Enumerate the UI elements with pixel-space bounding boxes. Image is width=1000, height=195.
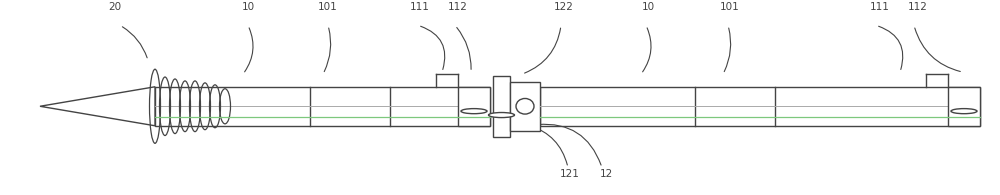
Bar <box>493 76 510 136</box>
Text: 12: 12 <box>599 169 613 179</box>
Text: 122: 122 <box>554 2 574 12</box>
Circle shape <box>489 113 514 118</box>
Text: 101: 101 <box>318 2 338 12</box>
Text: 112: 112 <box>908 2 928 12</box>
Text: 10: 10 <box>241 2 255 12</box>
Text: 121: 121 <box>560 169 580 179</box>
Bar <box>510 82 540 131</box>
Circle shape <box>461 109 487 114</box>
Text: 112: 112 <box>448 2 468 12</box>
Text: 10: 10 <box>641 2 655 12</box>
Text: 20: 20 <box>108 2 122 12</box>
Bar <box>458 87 490 126</box>
Ellipse shape <box>516 98 534 114</box>
Polygon shape <box>40 87 155 126</box>
Circle shape <box>951 109 977 114</box>
Text: 111: 111 <box>870 2 890 12</box>
Text: 111: 111 <box>410 2 430 12</box>
Bar <box>540 87 980 126</box>
Bar <box>155 87 490 126</box>
Text: 101: 101 <box>720 2 740 12</box>
Bar <box>948 87 980 126</box>
